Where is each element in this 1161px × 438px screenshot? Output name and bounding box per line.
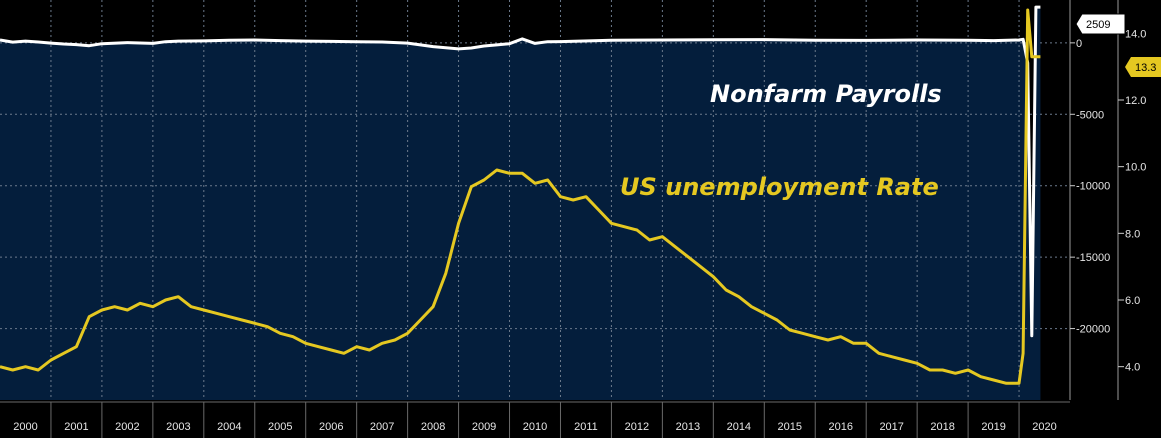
payrolls-tick-label: -20000 xyxy=(1076,324,1110,336)
x-tick-label: 2012 xyxy=(625,421,649,433)
x-tick-label: 2002 xyxy=(115,421,139,433)
x-tick-label: 2016 xyxy=(828,421,852,433)
x-tick-label: 2004 xyxy=(217,421,241,433)
x-tick-label: 2003 xyxy=(166,421,190,433)
series-layer xyxy=(0,5,1041,385)
payrolls-tick-label: -10000 xyxy=(1076,181,1110,193)
payrolls-line xyxy=(0,5,1041,338)
x-tick-label: 2019 xyxy=(981,421,1005,433)
unemployment-tick-label: 14.0 xyxy=(1125,28,1146,40)
payrolls-tick-label: -15000 xyxy=(1076,252,1110,264)
unemployment-tick-label: 4.0 xyxy=(1125,362,1140,374)
x-tick-label: 2001 xyxy=(64,421,88,433)
x-tick-label: 2013 xyxy=(676,421,700,433)
unemployment-last-value: 13.3 xyxy=(1135,62,1156,74)
x-axis: 2000 2001 2002 2003 2004 2005 2006 2007 2008 2009… xyxy=(13,402,1057,438)
payrolls-annotation: Nonfarm Payrolls xyxy=(710,80,942,108)
x-tick-label: 2017 xyxy=(879,421,903,433)
x-tick-label: 2015 xyxy=(778,421,802,433)
x-tick-label: 2005 xyxy=(268,421,292,433)
right-axis: 14.0 12.0 10.0 8.0 6.0 4.0 xyxy=(1118,28,1146,374)
left-axis: 0 -5000 -10000 -15000 -20000 xyxy=(1070,38,1110,336)
unemployment-tick-label: 8.0 xyxy=(1125,228,1140,240)
x-tick-label: 2014 xyxy=(727,421,751,433)
x-tick-label: 2020 xyxy=(1032,421,1056,433)
x-tick-label: 2011 xyxy=(574,421,598,433)
unemployment-annotation: US unemployment Rate xyxy=(620,173,939,201)
unemployment-last-value-badge: 13.3 xyxy=(1125,57,1161,77)
x-tick-label: 2008 xyxy=(421,421,445,433)
axis-lines xyxy=(0,0,1119,403)
unemployment-tick-label: 12.0 xyxy=(1125,95,1146,107)
unemployment-line xyxy=(0,8,1041,385)
unemployment-tick-label: 10.0 xyxy=(1125,162,1146,174)
x-tick-label: 2010 xyxy=(523,421,547,433)
x-tick-label: 2006 xyxy=(319,421,343,433)
x-tick-label: 2000 xyxy=(13,421,37,433)
payrolls-area xyxy=(0,7,1041,401)
payrolls-tick-label: 0 xyxy=(1076,38,1082,50)
unemployment-tick-label: 6.0 xyxy=(1125,295,1140,307)
x-tick-label: 2009 xyxy=(472,421,496,433)
payrolls-last-value-badge: 2509 xyxy=(1075,13,1126,35)
payrolls-last-value: 2509 xyxy=(1086,19,1110,31)
x-tick-label: 2018 xyxy=(930,421,954,433)
x-tick-label: 2007 xyxy=(370,421,394,433)
payrolls-tick-label: -5000 xyxy=(1076,109,1104,121)
